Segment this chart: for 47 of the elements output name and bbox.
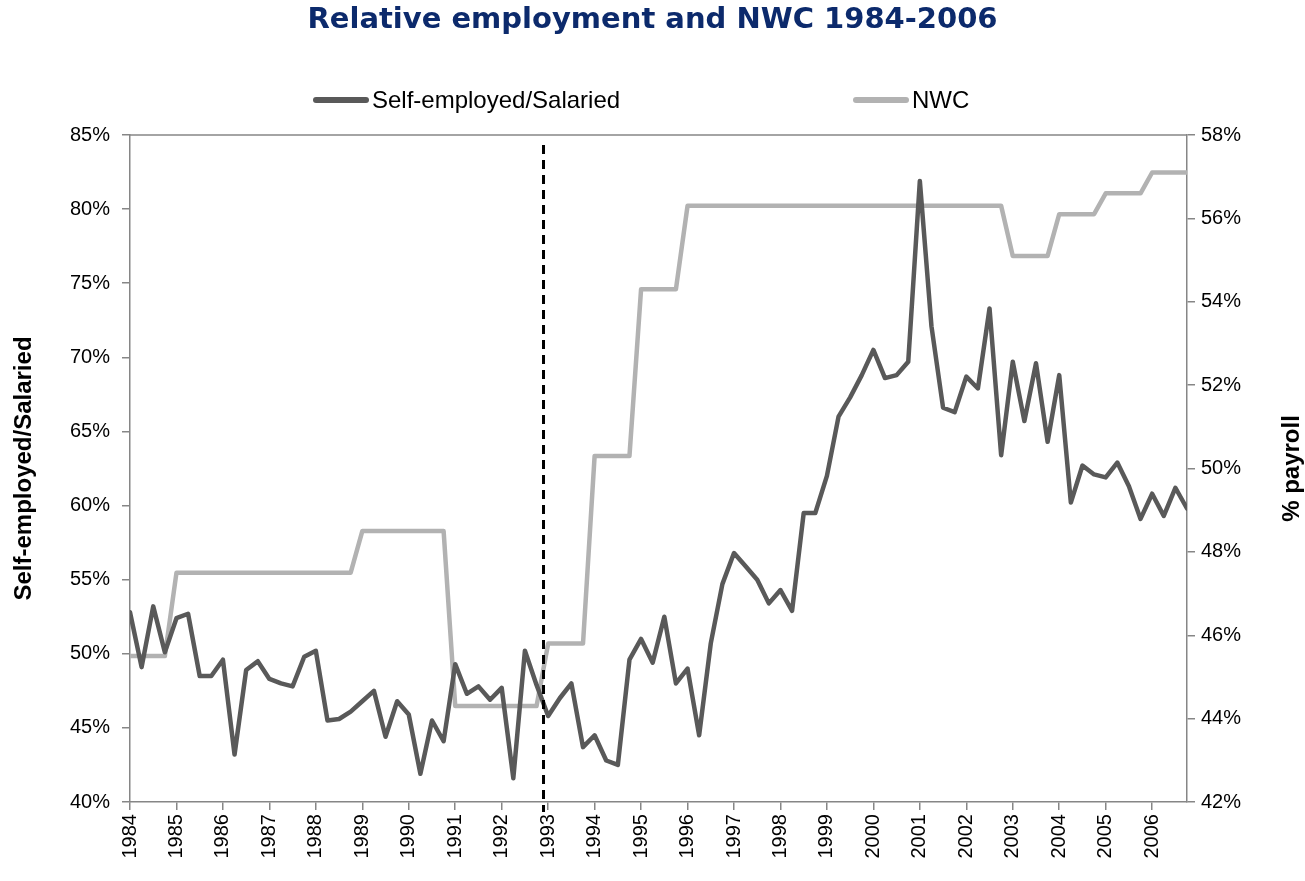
legend-label: NWC	[912, 85, 970, 113]
y2-tick-label: 58%	[1201, 122, 1242, 145]
x-tick-label: 1986	[210, 814, 233, 859]
x-tick-label: 2003	[1000, 814, 1023, 859]
y2-tick-label: 52%	[1201, 372, 1242, 395]
y-tick-label: 55%	[69, 567, 111, 590]
x-tick-label: 2005	[1093, 814, 1116, 859]
y2-tick-label: 48%	[1201, 539, 1242, 562]
y-axis-title: Self-employed/Salaried	[9, 336, 37, 601]
x-tick-label: 1994	[582, 814, 605, 859]
x-tick-label: 1997	[721, 814, 744, 859]
y-tick-label: 65%	[69, 418, 111, 441]
x-tick-label: 1995	[628, 814, 651, 859]
y-tick-label: 70%	[69, 344, 111, 367]
y-tick-label: 45%	[69, 715, 111, 738]
x-tick-label: 1999	[814, 814, 837, 859]
y2-tick-label: 46%	[1201, 622, 1242, 645]
x-tick-label: 1990	[396, 814, 419, 859]
y2-axis-title: % payroll	[1276, 415, 1304, 522]
x-tick-label: 2006	[1139, 814, 1162, 859]
y2-tick-label: 44%	[1201, 706, 1242, 729]
x-tick-label: 1988	[303, 814, 326, 859]
y2-tick-label: 50%	[1201, 456, 1242, 479]
x-tick-label: 1992	[489, 814, 512, 859]
x-tick-label: 2002	[953, 814, 976, 859]
y-tick-label: 85%	[69, 122, 111, 145]
y-tick-label: 80%	[69, 196, 111, 219]
x-tick-label: 1996	[675, 814, 698, 859]
x-tick-label: 1993	[535, 814, 558, 859]
legend-label: Self-employed/Salaried	[372, 85, 621, 113]
x-tick-label: 1985	[163, 814, 186, 859]
y2-tick-label: 56%	[1201, 205, 1242, 228]
x-tick-label: 1987	[256, 814, 279, 859]
x-tick-label: 1989	[349, 814, 372, 859]
x-tick-label: 1991	[442, 814, 465, 859]
y-tick-label: 40%	[69, 789, 111, 812]
y2-tick-label: 54%	[1201, 289, 1242, 312]
y2-tick-label: 42%	[1201, 789, 1242, 812]
x-tick-label: 1998	[767, 814, 790, 859]
x-tick-label: 1984	[117, 814, 140, 859]
y-tick-label: 75%	[69, 270, 111, 293]
y-tick-label: 50%	[69, 641, 111, 664]
x-tick-label: 2004	[1046, 814, 1069, 859]
x-tick-label: 2000	[860, 814, 883, 859]
x-tick-label: 2001	[907, 814, 930, 859]
chart-title: Relative employment and NWC 1984-2006	[307, 0, 998, 35]
y-tick-label: 60%	[69, 493, 111, 516]
